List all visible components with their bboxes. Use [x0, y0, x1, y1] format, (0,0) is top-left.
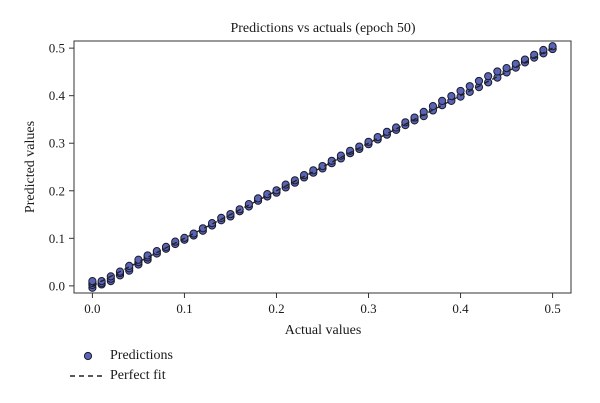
x-axis-label: Actual values: [285, 323, 362, 338]
prediction-point: [290, 176, 299, 185]
y-tick-label: 0.0: [49, 278, 65, 293]
y-tick-label: 0.2: [49, 183, 65, 198]
prediction-point: [456, 86, 465, 96]
plot-marks: [88, 42, 557, 292]
prediction-point: [502, 64, 511, 73]
y-tick-label: 0.3: [49, 136, 65, 151]
legend-dashed-line-icon: [70, 375, 106, 377]
prediction-point: [493, 67, 502, 76]
prediction-point: [161, 242, 171, 251]
prediction-point: [88, 277, 97, 286]
prediction-point: [198, 224, 207, 233]
prediction-point: [281, 180, 290, 189]
y-axis-label: Predicted values: [23, 121, 38, 213]
prediction-point: [474, 76, 484, 86]
prediction-point: [484, 72, 493, 81]
prediction-point: [346, 146, 355, 155]
x-tick-label: 0.5: [544, 301, 560, 316]
legend: Predictions Perfect fit: [68, 346, 173, 386]
prediction-point: [428, 102, 438, 111]
x-tick-label: 0.1: [176, 301, 192, 316]
legend-label-perfect-fit: Perfect fit: [110, 368, 166, 383]
axis-ticks: 0.0 0.1 0.2 0.3 0.4 0.5 0.0 0.1 0.2 0.3 0.4 0.5: [49, 41, 561, 316]
x-tick-label: 0.3: [360, 301, 376, 316]
y-tick-label: 0.5: [49, 41, 65, 56]
chart-title: Predictions vs actuals (epoch 50): [230, 21, 415, 36]
prediction-point: [410, 113, 419, 122]
prediction-point: [438, 96, 447, 106]
prediction-point: [548, 42, 557, 51]
y-tick-label: 0.4: [49, 88, 66, 103]
y-tick-label: 0.1: [49, 231, 65, 246]
prediction-point: [401, 118, 410, 127]
prediction-point: [134, 255, 143, 264]
prediction-point: [447, 92, 456, 101]
prediction-point: [465, 82, 474, 91]
legend-label-predictions: Predictions: [110, 348, 173, 363]
x-tick-label: 0.0: [84, 301, 100, 316]
legend-item-predictions: Predictions: [68, 346, 173, 366]
legend-marker-icon: [83, 351, 93, 361]
x-tick-label: 0.2: [268, 301, 284, 316]
legend-item-perfect-fit: Perfect fit: [68, 366, 173, 386]
x-tick-label: 0.4: [452, 301, 469, 316]
prediction-point: [207, 219, 217, 228]
prediction-point: [189, 229, 198, 238]
